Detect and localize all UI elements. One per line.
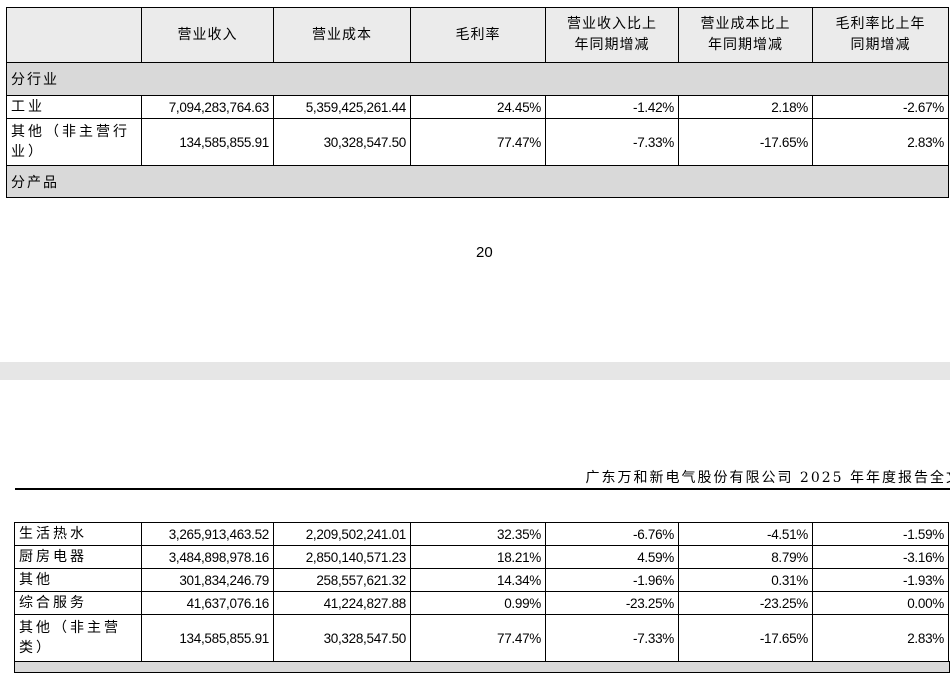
cell: 0.31%	[678, 568, 813, 592]
header-cell: 毛利率	[410, 7, 546, 63]
cell: 18.21%	[410, 545, 546, 569]
cell: -23.25%	[678, 591, 813, 615]
cell: -7.33%	[545, 118, 679, 166]
header-line: 营业收入比上	[567, 16, 657, 32]
section-row: 分产品	[6, 165, 949, 198]
header-line: 毛利率比上年	[835, 16, 926, 32]
row-label: 综合服务	[14, 591, 142, 615]
header-row: 营业收入 营业成本 毛利率 营业收入比上 年同期增减 营业成本比上 年同期增减 毛利率比上年同…	[6, 7, 949, 63]
cell: 41,637,076.16	[141, 591, 274, 615]
header-line: 营业成本比上	[700, 16, 791, 32]
page-number: 20	[476, 244, 493, 261]
row-label: 其他（非主营行业）	[6, 118, 142, 166]
header-cell: 毛利率比上年 同期增减	[812, 7, 949, 63]
cell: 30,328,547.50	[273, 614, 411, 662]
cell: -1.96%	[545, 568, 679, 592]
data-row: 其他（非主营行业） 134,585,855.91 30,328,547.50 77.4…	[6, 118, 949, 166]
header-line: 营业收入	[177, 26, 238, 43]
cell: 4.59%	[545, 545, 679, 569]
cell: -6.76%	[545, 522, 679, 546]
cell: 77.47%	[410, 614, 546, 662]
section-label: 分行业	[6, 62, 949, 96]
cell: 14.34%	[410, 568, 546, 592]
header-line: 年同期增减	[708, 37, 783, 53]
data-row: 其他 301,834,246.79 258,557,621.32 14.34% -1.9…	[14, 568, 949, 592]
data-row: 其他（非主营类） 134,585,855.91 30,328,547.50 77.47…	[14, 614, 949, 662]
cell: 5,359,425,261.44	[273, 95, 411, 119]
data-row: 厨房电器 3,484,898,978.16 2,850,140,571.23 18.2…	[14, 545, 949, 569]
next-section-row	[14, 661, 950, 673]
header-cell: 营业成本比上 年同期增减	[678, 7, 813, 63]
cell: -1.42%	[545, 95, 679, 119]
cell: 30,328,547.50	[273, 118, 411, 166]
table-bottom: 生活热水 3,265,913,463.52 2,209,502,241.01 32.3…	[14, 522, 949, 662]
header-rule	[15, 488, 950, 490]
running-header: 广东万和新电气股份有限公司 2025 年年度报告全文	[585, 470, 950, 486]
cell: 24.45%	[410, 95, 546, 119]
cell: -4.51%	[678, 522, 813, 546]
row-label: 其他	[14, 568, 142, 592]
cell: 7,094,283,764.63	[141, 95, 274, 119]
cell: -1.59%	[812, 522, 949, 546]
cell: 134,585,855.91	[141, 118, 274, 166]
cell: 8.79%	[678, 545, 813, 569]
data-row: 工业 7,094,283,764.63 5,359,425,261.44 24.45%…	[6, 95, 949, 119]
header-cell	[6, 7, 142, 63]
header-line: 毛利率	[455, 26, 501, 43]
cell: 32.35%	[410, 522, 546, 546]
cell: -1.93%	[812, 568, 949, 592]
cell: 2.83%	[812, 118, 949, 166]
cell: 258,557,621.32	[273, 568, 411, 592]
row-label: 其他（非主营类）	[14, 614, 142, 662]
cell: 2,209,502,241.01	[273, 522, 411, 546]
cell: -17.65%	[678, 118, 813, 166]
cell: -23.25%	[545, 591, 679, 615]
header-cell: 营业收入	[141, 7, 274, 63]
cell: -3.16%	[812, 545, 949, 569]
cell: -17.65%	[678, 614, 813, 662]
cell: -2.67%	[812, 95, 949, 119]
header-cell: 营业收入比上 年同期增减	[545, 7, 679, 63]
cell: 2.18%	[678, 95, 813, 119]
cell: 0.00%	[812, 591, 949, 615]
header-line: 营业成本	[312, 26, 372, 43]
cell: 301,834,246.79	[141, 568, 274, 592]
cell: 41,224,827.88	[273, 591, 411, 615]
row-label: 工业	[6, 95, 142, 119]
header-cell: 营业成本	[273, 7, 411, 63]
data-row: 生活热水 3,265,913,463.52 2,209,502,241.01 32.3…	[14, 522, 949, 546]
header-line: 同期增减	[850, 37, 911, 53]
header-line: 年同期增减	[574, 37, 650, 53]
cell: 0.99%	[410, 591, 546, 615]
cell: 3,484,898,978.16	[141, 545, 274, 569]
row-label: 厨房电器	[14, 545, 142, 569]
section-label: 分产品	[6, 165, 949, 198]
cell: 2,850,140,571.23	[273, 545, 411, 569]
cell: 77.47%	[410, 118, 546, 166]
cell: 134,585,855.91	[141, 614, 274, 662]
cell: -7.33%	[545, 614, 679, 662]
cell: 2.83%	[812, 614, 949, 662]
page-gap	[0, 362, 950, 380]
cell: 3,265,913,463.52	[141, 522, 274, 546]
row-label: 生活热水	[14, 522, 142, 546]
table-top: 营业收入 营业成本 毛利率 营业收入比上 年同期增减 营业成本比上 年同期增减 毛利率比上年同…	[6, 7, 949, 198]
section-row: 分行业	[6, 62, 949, 96]
data-row: 综合服务 41,637,076.16 41,224,827.88 0.99% -23.2…	[14, 591, 949, 615]
